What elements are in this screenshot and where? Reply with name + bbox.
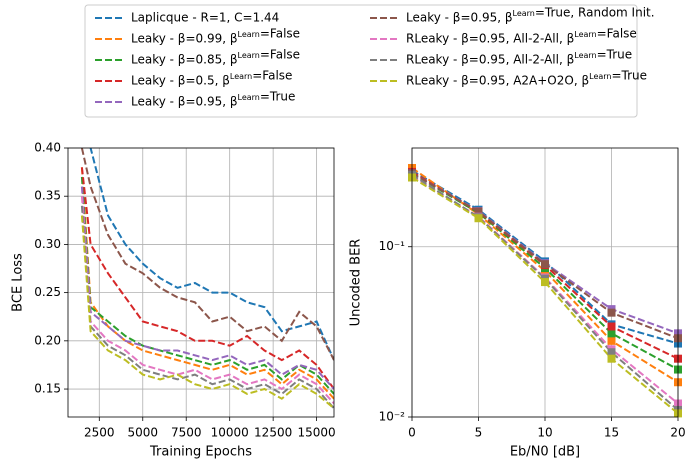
series-line: [80, 215, 334, 410]
marker: [607, 329, 616, 338]
marker: [607, 308, 616, 317]
marker: [474, 207, 483, 216]
marker: [541, 260, 549, 269]
x-tick-label: 10: [537, 426, 552, 440]
series-line: [80, 186, 334, 390]
legend-label: Laplicque - R=1, C=1.44: [131, 11, 279, 25]
x-tick-label: 0: [408, 426, 416, 440]
series-line: [89, 148, 334, 361]
marker: [607, 354, 616, 363]
marker: [607, 336, 616, 345]
series-line: [412, 173, 678, 411]
series-line: [80, 167, 334, 400]
y-tick-label: 10⁻²: [379, 410, 406, 424]
x-tick-label: 5: [475, 426, 483, 440]
y-tick-label: 0.35: [34, 189, 61, 203]
plot-frame: [67, 147, 335, 418]
series-line: [80, 196, 334, 405]
x-tick-label: 7500: [171, 426, 202, 440]
y-tick-label: 10⁻¹: [379, 239, 406, 253]
y-tick-label: 0.40: [34, 141, 61, 155]
series-line: [80, 205, 334, 409]
series-line: [80, 167, 334, 390]
x-tick-label: 10000: [211, 426, 249, 440]
y-tick-label: 0.30: [34, 237, 61, 251]
y-axis-label: BCE Loss: [11, 253, 26, 312]
x-tick-label: 20: [670, 426, 685, 440]
legend-label: RLeaky - β=0.95, A2A+O2O, βLearn=True: [406, 69, 647, 88]
marker: [541, 278, 549, 287]
marker: [607, 348, 616, 357]
y-axis-label: Uncoded BER: [349, 239, 364, 327]
plot-frame: [411, 147, 679, 418]
x-axis-label: Eb/N0 [dB]: [510, 445, 580, 460]
series-line: [80, 176, 334, 395]
x-tick-label: 2500: [84, 426, 115, 440]
x-tick-label: 15000: [298, 426, 336, 440]
y-tick-label: 0.25: [34, 285, 61, 299]
x-axis-label: Training Epochs: [149, 445, 252, 460]
series-line: [80, 148, 334, 361]
y-tick-label: 0.15: [34, 382, 61, 396]
y-tick-label: 0.20: [34, 333, 61, 347]
x-tick-label: 15: [604, 426, 619, 440]
legend-box: [84, 4, 638, 118]
x-tick-label: 5000: [127, 426, 158, 440]
marker: [607, 322, 616, 331]
x-tick-label: 12500: [254, 426, 292, 440]
plot-lines: [80, 148, 334, 410]
marker: [474, 214, 483, 223]
